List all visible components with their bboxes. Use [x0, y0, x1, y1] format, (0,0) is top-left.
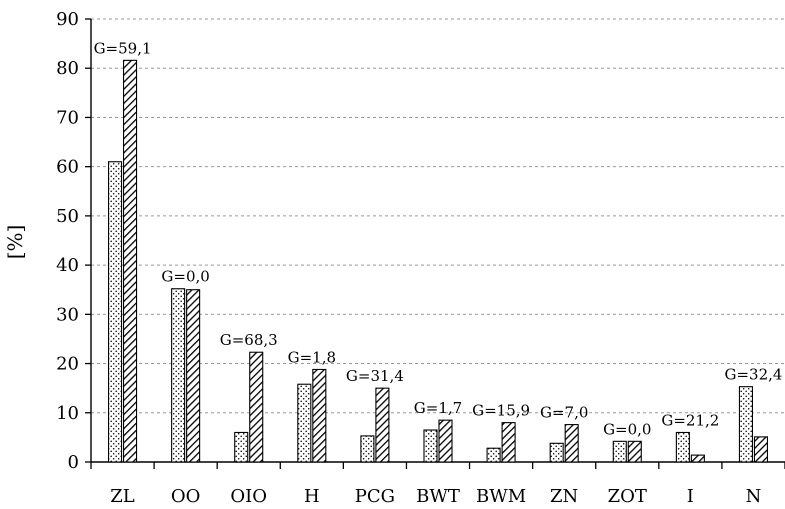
bar-series-1-oio	[234, 431, 249, 463]
x-tick-label: ZN	[550, 486, 578, 507]
x-tick-label: BWT	[416, 486, 460, 507]
y-tick-label: 40	[56, 255, 79, 276]
x-tick-label: N	[746, 486, 762, 507]
bar-series-2-h	[312, 368, 327, 463]
bar-annotation: G=31,4	[346, 367, 404, 385]
bar-annotation: G=0,0	[161, 268, 209, 286]
x-tick-label: I	[687, 486, 694, 507]
bar-annotation: G=7,0	[540, 404, 588, 422]
x-tick-label: PCG	[355, 486, 395, 507]
bar-series-1-zot	[612, 440, 627, 463]
bar-annotation: G=1,7	[414, 399, 462, 417]
bar-annotation: G=0,0	[603, 420, 651, 438]
bar-series-1-zl	[107, 161, 123, 463]
bar-series-1-pcg	[360, 435, 375, 463]
axes	[85, 18, 785, 469]
y-tick-label: 0	[68, 452, 79, 473]
bar-series-2-zot	[627, 440, 642, 463]
y-axis-label: [%]	[3, 225, 27, 260]
bar-annotation: G=1,8	[288, 348, 336, 366]
y-tick-label: 60	[56, 157, 79, 178]
bar-series-1-bwt	[423, 429, 438, 463]
x-tick-label: BWM	[476, 486, 526, 507]
y-tick-label: 10	[56, 403, 79, 424]
x-tick-label: OO	[171, 486, 201, 507]
y-tick-label: 80	[56, 58, 79, 79]
bar-series-1-oo	[171, 288, 186, 463]
x-tick-label: ZL	[110, 486, 135, 507]
x-tick-label: H	[304, 486, 320, 507]
bar-annotation: G=68,3	[220, 331, 278, 349]
bar-series-1-bwm	[486, 447, 501, 463]
bar-series-1-n	[738, 386, 754, 463]
labels: 0 10 20 30 40 50 60 70 80 90 ZL G=59,1 OO G=0,0 OIO G=6…	[56, 9, 782, 507]
bar-series-1-i	[675, 431, 690, 463]
bar-annotation: G=32,4	[724, 366, 782, 384]
bar-annotation: G=59,1	[94, 39, 152, 57]
bar-series-2-oio	[249, 351, 264, 463]
bar-series-2-pcg	[375, 387, 390, 463]
bar-annotation: G=21,2	[661, 411, 719, 429]
bar-series-2-n	[753, 436, 769, 463]
x-tick-label: OIO	[230, 486, 267, 507]
y-tick-label: 90	[56, 9, 79, 30]
bar-series-1-zn	[549, 442, 564, 463]
y-tick-label: 70	[56, 107, 79, 128]
y-tick-label: 20	[56, 354, 79, 375]
bar-annotation: G=15,9	[472, 402, 530, 420]
bar-series-2-zl	[122, 59, 138, 463]
bar-series-2-zn	[564, 424, 579, 463]
y-tick-label: 50	[56, 206, 79, 227]
bar-series-2-oo	[186, 289, 201, 463]
bar-series-1-h	[297, 383, 312, 463]
gridlines	[91, 18, 785, 414]
bar-series-2-i	[690, 454, 705, 463]
y-tick-label: 30	[56, 304, 79, 325]
bar-series-2-bwm	[501, 422, 516, 463]
bars	[107, 59, 769, 463]
x-tick-label: ZOT	[608, 486, 647, 507]
bar-series-2-bwt	[438, 419, 453, 463]
